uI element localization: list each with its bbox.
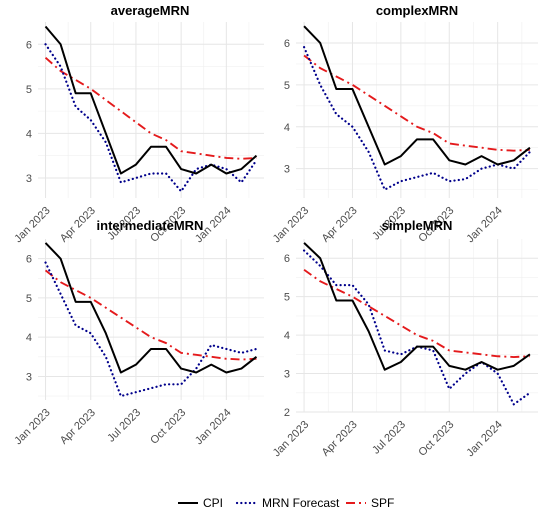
y-tick-label: 3: [284, 164, 290, 176]
x-tick-label: Apr 2023: [58, 407, 98, 447]
x-tick-label: Jan 2023: [12, 205, 52, 245]
y-tick-label: 6: [284, 253, 290, 265]
x-tick-label: Jan 2023: [271, 205, 311, 245]
y-tick-label: 6: [284, 38, 290, 50]
legend-item-spf: SPF: [346, 496, 394, 510]
major-grid: [296, 22, 538, 198]
legend-item-mrn-forecast: MRN Forecast: [235, 496, 340, 510]
series-line-cpi: [44, 242, 258, 374]
panel-simplemrn: 2 3 4 5 6 Jan 2023 Apr 2023 Jul 2023 Oct 2023 Jan…: [271, 218, 538, 459]
panel-title: complexMRN: [376, 3, 458, 18]
x-tick-label: Jul 2023: [105, 407, 143, 445]
major-grid: [38, 239, 264, 400]
x-tick-label: Apr 2023: [320, 205, 360, 245]
series-line-mrn-forecast: [44, 261, 258, 398]
y-tick-label: 6: [26, 254, 32, 266]
x-tick-label: Jan 2024: [464, 205, 504, 245]
series-line-cpi: [303, 25, 531, 166]
series-line-spf: [44, 269, 257, 361]
legend-label: SPF: [371, 496, 394, 510]
legend-label: CPI: [203, 496, 223, 510]
y-tick-label: 4: [26, 128, 32, 140]
y-tick-label: 5: [284, 292, 290, 304]
y-tick-label: 2: [284, 407, 290, 419]
y-tick-label: 3: [26, 371, 32, 383]
series-line-cpi: [303, 242, 531, 371]
y-tick-label: 3: [26, 173, 32, 185]
x-tick-label: Jan 2023: [271, 419, 311, 459]
series-line-cpi: [44, 25, 258, 175]
series-line-spf: [303, 268, 530, 358]
major-grid: [296, 239, 538, 413]
minor-grid: [296, 22, 538, 198]
x-tick-label: Jan 2024: [464, 419, 504, 459]
minor-grid: [38, 22, 264, 198]
panel-intermediatemrn: 3 4 5 6 Jan 2023 Apr 2023 Jul 2023 Oct 2023 Jan …: [12, 218, 264, 447]
y-tick-label: 4: [284, 122, 290, 134]
series-line-spf: [44, 56, 257, 160]
minor-grid: [296, 239, 538, 412]
panel-title: averageMRN: [111, 3, 190, 18]
x-tick-label: Apr 2023: [320, 419, 360, 459]
legend-label: MRN Forecast: [262, 496, 340, 510]
y-tick-label: 5: [284, 80, 290, 92]
x-tick-label: Jan 2023: [12, 407, 52, 447]
y-tick-label: 4: [284, 330, 290, 342]
minor-grid: [38, 239, 264, 400]
series-line-spf: [303, 54, 530, 152]
series-line-mrn-forecast: [44, 43, 258, 193]
panel-title: intermediateMRN: [97, 218, 204, 233]
panel-title: simpleMRN: [382, 218, 453, 233]
x-tick-label: Oct 2023: [148, 407, 188, 447]
y-tick-label: 6: [26, 39, 32, 51]
y-tick-label: 5: [26, 293, 32, 305]
chart-legend: CPI MRN Forecast SPF: [178, 496, 394, 510]
series-line-mrn-forecast: [302, 249, 532, 406]
y-tick-label: 3: [284, 369, 290, 381]
legend-item-cpi: CPI: [178, 496, 223, 510]
series-line-mrn-forecast: [302, 46, 532, 191]
x-tick-label: Jul 2023: [370, 419, 408, 457]
x-tick-label: Apr 2023: [58, 205, 98, 245]
major-grid: [38, 22, 264, 198]
x-tick-label: Oct 2023: [416, 419, 456, 459]
y-tick-label: 5: [26, 84, 32, 96]
y-tick-label: 4: [26, 332, 32, 344]
x-tick-label: Jan 2024: [193, 407, 233, 447]
